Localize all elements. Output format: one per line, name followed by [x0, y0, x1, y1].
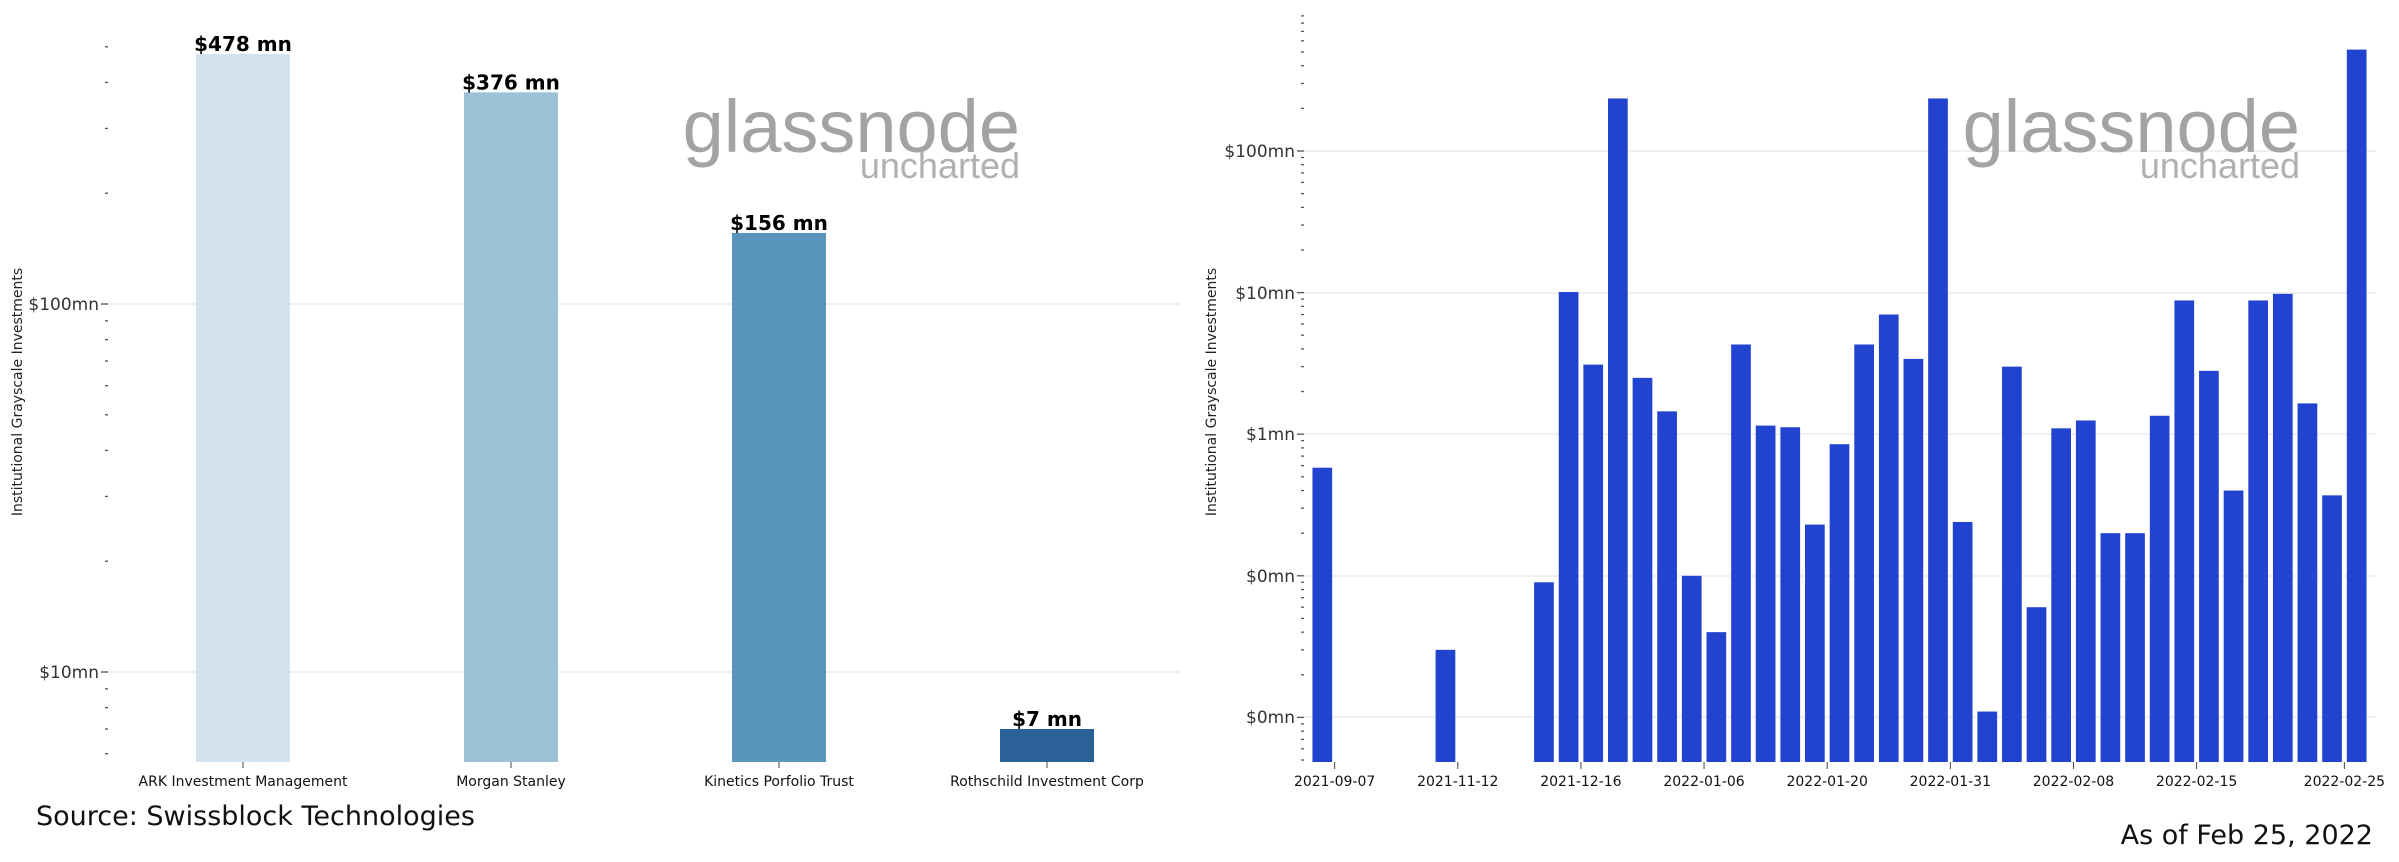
category-label: Morgan Stanley	[456, 774, 566, 790]
watermark-brand: glassnode	[1963, 85, 2300, 168]
bar	[1657, 411, 1677, 762]
bar	[1829, 444, 1850, 762]
bar	[2223, 490, 2244, 762]
data-label: $376 mn	[462, 70, 560, 94]
data-label: $156 mn	[730, 211, 828, 235]
x-tick-label: 2022-01-06	[1663, 774, 1744, 790]
left-category-labels: ARK Investment Management Morgan Stanley K…	[139, 762, 1144, 790]
y-tick-label-0mn-a: $0mn	[1246, 567, 1295, 587]
watermark-sub: uncharted	[2140, 145, 2300, 186]
bar	[1731, 344, 1751, 762]
y-tick-label-100mn: $100mn	[1224, 142, 1295, 162]
y-tick-label-10mn: $10mn	[1235, 284, 1295, 304]
bar	[1435, 649, 1456, 762]
bar	[1706, 632, 1727, 762]
bar	[1583, 364, 1604, 762]
bar	[1632, 377, 1653, 762]
watermark-brand: glassnode	[683, 85, 1020, 168]
bar	[2125, 533, 2145, 762]
right-bar-chart: glassnode uncharted 2021-09-07 2021-11-12…	[1204, 15, 2385, 790]
right-bars	[1312, 49, 2367, 762]
bar	[1558, 291, 1579, 762]
bar	[2346, 49, 2367, 762]
y-tick-label-100mn: $100mn	[28, 295, 99, 315]
as-of-date: As of Feb 25, 2022	[2120, 820, 2373, 851]
bar	[1534, 582, 1554, 762]
bar	[1607, 98, 1628, 762]
x-tick-label: 2021-11-12	[1417, 774, 1498, 790]
x-tick-label: 2022-02-08	[2033, 774, 2114, 790]
bar	[196, 53, 290, 763]
category-label: ARK Investment Management	[139, 774, 348, 790]
left-bars	[196, 53, 1094, 763]
bar	[2051, 428, 2072, 762]
bar	[2272, 293, 2293, 762]
bar	[2002, 366, 2022, 762]
bar	[732, 232, 826, 762]
bar	[2174, 300, 2195, 762]
x-tick-label: 2022-02-25	[2304, 774, 2385, 790]
bar	[2075, 420, 2096, 762]
bar	[1755, 425, 1776, 762]
bar	[1681, 575, 1702, 762]
bar	[1780, 427, 1801, 762]
bar	[1312, 467, 1333, 762]
bar	[1977, 711, 1998, 762]
bar	[2100, 533, 2121, 762]
left-y-axis-title: Institutional Grayscale Investments	[10, 268, 26, 516]
category-label: Rothschild Investment Corp	[950, 774, 1144, 790]
left-bar-chart: glassnode uncharted $478 mn $376 mn $156 m…	[10, 32, 1180, 790]
bar	[1805, 524, 1825, 762]
bar	[1903, 358, 1924, 762]
bar	[1952, 521, 1973, 762]
bar	[1928, 98, 1948, 762]
category-label: Kinetics Porfolio Trust	[704, 774, 854, 790]
bar	[1878, 314, 1899, 762]
bar	[2297, 403, 2318, 762]
x-tick-label: 2022-01-31	[1910, 774, 1991, 790]
right-x-axis-ticks: 2021-09-07 2021-11-12 2021-12-16 2022-01-06…	[1294, 762, 2385, 790]
data-label: $478 mn	[194, 32, 292, 56]
right-watermark: glassnode uncharted	[1963, 85, 2300, 186]
data-label: $7 mn	[1012, 707, 1082, 731]
left-watermark: glassnode uncharted	[683, 85, 1020, 186]
x-tick-label: 2022-01-20	[1786, 774, 1867, 790]
right-y-axis-title: Institutional Grayscale Investments	[1204, 268, 1220, 516]
bar	[1000, 729, 1094, 762]
bar	[2149, 415, 2170, 762]
x-tick-label: 2022-02-15	[2156, 774, 2237, 790]
bar	[2322, 495, 2342, 762]
bar	[2199, 370, 2219, 762]
right-minor-ticks	[1297, 15, 1304, 761]
bar	[2248, 300, 2269, 762]
watermark-sub: uncharted	[860, 145, 1020, 186]
y-tick-label-1mn: $1mn	[1246, 425, 1295, 445]
source-note: Source: Swissblock Technologies	[36, 801, 475, 832]
left-data-labels: $478 mn $376 mn $156 mn $7 mn	[194, 32, 1082, 731]
x-tick-label: 2021-12-16	[1540, 774, 1621, 790]
bar	[2026, 607, 2047, 762]
bar	[1854, 344, 1874, 762]
y-tick-label-10mn: $10mn	[39, 663, 99, 683]
bar	[464, 92, 558, 762]
x-tick-label: 2021-09-07	[1294, 774, 1375, 790]
left-minor-ticks	[101, 46, 108, 755]
y-tick-label-0mn-b: $0mn	[1246, 708, 1295, 728]
